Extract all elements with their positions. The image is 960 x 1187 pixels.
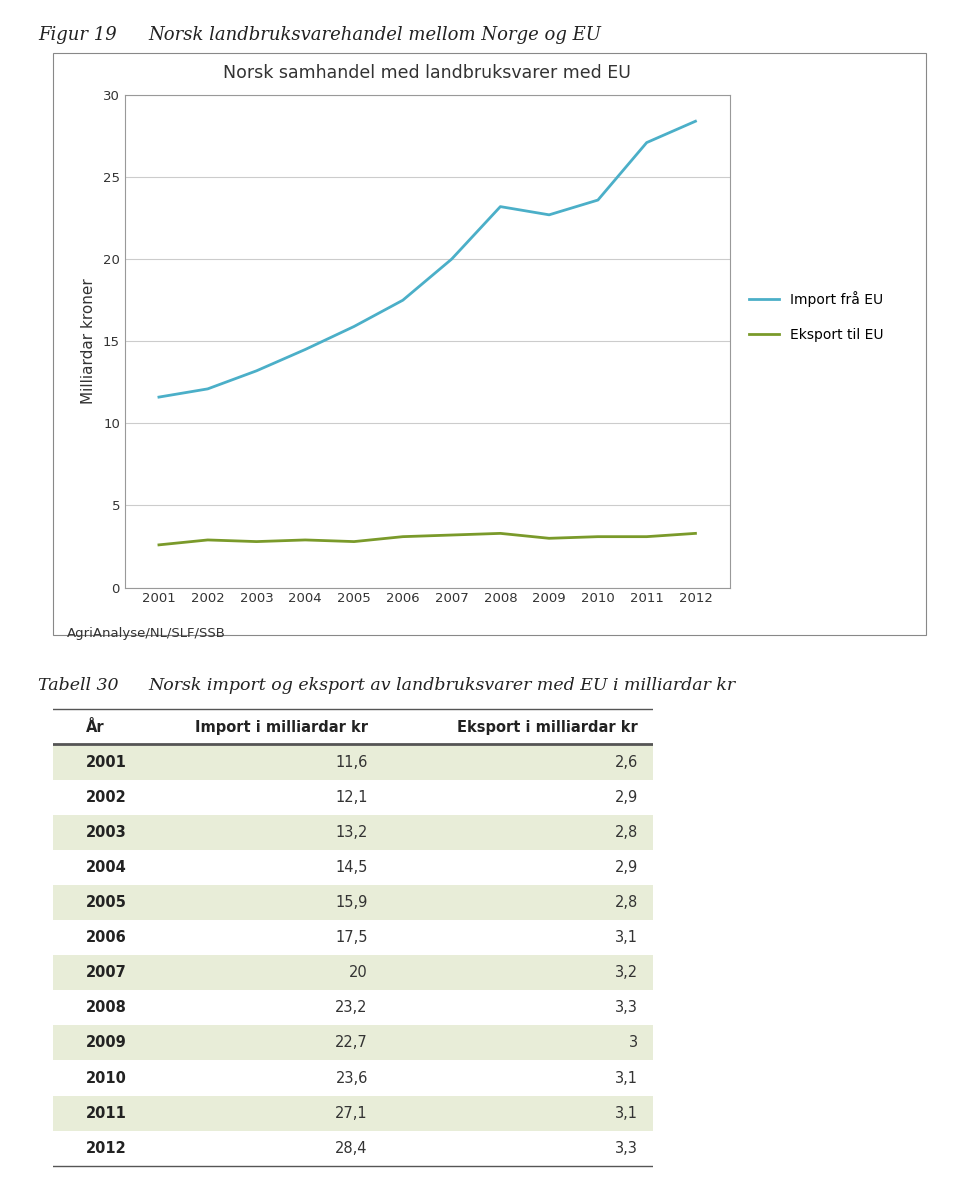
Bar bbox=[53, 1060, 653, 1096]
Text: 20: 20 bbox=[349, 965, 368, 980]
Text: 22,7: 22,7 bbox=[335, 1035, 368, 1050]
Bar bbox=[53, 990, 653, 1026]
Legend: Import frå EU, Eksport til EU: Import frå EU, Eksport til EU bbox=[749, 291, 884, 342]
Title: Norsk samhandel med landbruksvarer med EU: Norsk samhandel med landbruksvarer med E… bbox=[224, 64, 631, 82]
Text: 2004: 2004 bbox=[85, 861, 127, 875]
Text: 12,1: 12,1 bbox=[335, 789, 368, 805]
Text: 2002: 2002 bbox=[85, 789, 127, 805]
Text: 3: 3 bbox=[629, 1035, 637, 1050]
Bar bbox=[53, 1130, 653, 1166]
Text: 27,1: 27,1 bbox=[335, 1105, 368, 1121]
Text: 3,1: 3,1 bbox=[614, 1071, 637, 1086]
Text: 23,2: 23,2 bbox=[335, 1001, 368, 1015]
Bar bbox=[53, 1026, 653, 1060]
Bar bbox=[53, 745, 653, 780]
Bar bbox=[53, 920, 653, 956]
Bar bbox=[53, 956, 653, 990]
Text: 2001: 2001 bbox=[85, 755, 127, 770]
Text: 2007: 2007 bbox=[85, 965, 127, 980]
Y-axis label: Milliardar kroner: Milliardar kroner bbox=[81, 279, 96, 404]
Text: 2,6: 2,6 bbox=[614, 755, 637, 770]
Text: AgriAnalyse/NL/SLF/SSB: AgriAnalyse/NL/SLF/SSB bbox=[67, 627, 226, 640]
Text: 17,5: 17,5 bbox=[335, 931, 368, 945]
Text: 15,9: 15,9 bbox=[335, 895, 368, 910]
Text: 2,9: 2,9 bbox=[614, 861, 637, 875]
Text: 2008: 2008 bbox=[85, 1001, 127, 1015]
Bar bbox=[53, 815, 653, 850]
Text: 23,6: 23,6 bbox=[335, 1071, 368, 1086]
Text: 3,2: 3,2 bbox=[614, 965, 637, 980]
Bar bbox=[53, 780, 653, 815]
Text: 2,8: 2,8 bbox=[614, 825, 637, 840]
Text: 2,8: 2,8 bbox=[614, 895, 637, 910]
Text: 3,1: 3,1 bbox=[614, 931, 637, 945]
Text: 3,1: 3,1 bbox=[614, 1105, 637, 1121]
Text: 3,3: 3,3 bbox=[615, 1001, 637, 1015]
Text: 14,5: 14,5 bbox=[335, 861, 368, 875]
Text: Figur 19: Figur 19 bbox=[38, 26, 117, 44]
Text: 3,3: 3,3 bbox=[615, 1141, 637, 1156]
Text: 2011: 2011 bbox=[85, 1105, 127, 1121]
Text: Import i milliardar kr: Import i milliardar kr bbox=[195, 719, 368, 735]
Text: 2010: 2010 bbox=[85, 1071, 127, 1086]
Text: 2009: 2009 bbox=[85, 1035, 127, 1050]
Text: 2006: 2006 bbox=[85, 931, 127, 945]
Bar bbox=[53, 850, 653, 886]
Bar bbox=[53, 886, 653, 920]
Text: 11,6: 11,6 bbox=[335, 755, 368, 770]
Text: 2012: 2012 bbox=[85, 1141, 127, 1156]
Text: 2005: 2005 bbox=[85, 895, 127, 910]
Text: 28,4: 28,4 bbox=[335, 1141, 368, 1156]
Text: 2,9: 2,9 bbox=[614, 789, 637, 805]
Text: År: År bbox=[85, 719, 105, 735]
Text: 13,2: 13,2 bbox=[335, 825, 368, 840]
Text: Norsk import og eksport av landbruksvarer med EU i milliardar kr: Norsk import og eksport av landbruksvare… bbox=[149, 677, 736, 693]
Text: 2003: 2003 bbox=[85, 825, 127, 840]
Text: Tabell 30: Tabell 30 bbox=[38, 677, 119, 693]
Text: Eksport i milliardar kr: Eksport i milliardar kr bbox=[457, 719, 637, 735]
Bar bbox=[53, 1096, 653, 1130]
Text: Norsk landbruksvarehandel mellom Norge og EU: Norsk landbruksvarehandel mellom Norge o… bbox=[149, 26, 602, 44]
